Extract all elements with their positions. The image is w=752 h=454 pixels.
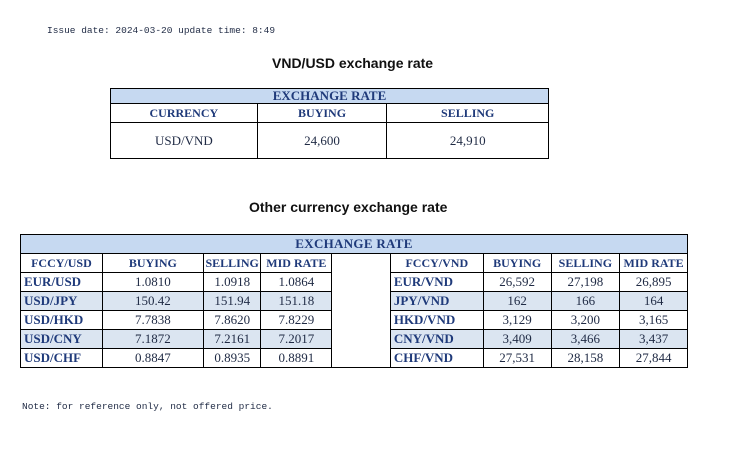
usd-pair-cell: USD/CHF xyxy=(20,348,103,368)
table-band-title: EXCHANGE RATE xyxy=(110,88,549,104)
vnd-buying-cell: 26,592 xyxy=(483,272,552,292)
vnd-selling-cell: 3,200 xyxy=(551,310,621,330)
table-gap xyxy=(331,329,391,349)
vnd-usd-table: EXCHANGE RATE CURRENCY BUYING SELLING US… xyxy=(110,88,549,159)
currency-cell: USD/VND xyxy=(110,122,258,159)
buying-cell: 24,600 xyxy=(257,122,388,159)
column-header-fccy-vnd: FCCY/VND xyxy=(390,253,484,273)
usd-buying-cell: 7.1872 xyxy=(102,329,204,349)
other-currency-table: EXCHANGE RATE FCCY/USD BUYING SELLING MI… xyxy=(20,234,688,368)
column-header-selling: SELLING xyxy=(386,103,549,123)
vnd-selling-cell: 3,466 xyxy=(551,329,621,349)
reference-note: Note: for reference only, not offered pr… xyxy=(22,401,273,412)
table-gap xyxy=(331,310,391,330)
usd-pair-cell: USD/HKD xyxy=(20,310,103,330)
table-band-title: EXCHANGE RATE xyxy=(20,234,688,254)
table-gap xyxy=(331,291,391,311)
column-header-selling: SELLING xyxy=(551,253,621,273)
other-table-title: Other currency exchange rate xyxy=(249,199,448,215)
column-header-buying: BUYING xyxy=(102,253,204,273)
vnd-pair-cell: HKD/VND xyxy=(390,310,484,330)
usd-mid-rate-cell: 0.8891 xyxy=(260,348,333,368)
table-gap xyxy=(331,348,391,368)
issue-date-line: Issue date: 2024-03-20 update time: 8:49 xyxy=(47,25,276,36)
vnd-selling-cell: 166 xyxy=(551,291,621,311)
usd-selling-cell: 7.8620 xyxy=(203,310,262,330)
column-header-selling: SELLING xyxy=(203,253,262,273)
vnd-buying-cell: 3,409 xyxy=(483,329,552,349)
table-row: USD/CHF 0.8847 0.8935 0.8891 CHF/VND 27,531 28… xyxy=(20,348,688,368)
usd-selling-cell: 151.94 xyxy=(203,291,262,311)
vnd-mid-rate-cell: 26,895 xyxy=(619,272,688,292)
usd-mid-rate-cell: 151.18 xyxy=(260,291,333,311)
vnd-buying-cell: 27,531 xyxy=(483,348,552,368)
usd-pair-cell: USD/JPY xyxy=(20,291,103,311)
vnd-mid-rate-cell: 3,437 xyxy=(619,329,688,349)
table-row: EUR/USD 1.0810 1.0918 1.0864 EUR/VND 26,592 27… xyxy=(20,272,688,292)
table-gap xyxy=(331,253,391,273)
usd-buying-cell: 0.8847 xyxy=(102,348,204,368)
usd-mid-rate-cell: 7.2017 xyxy=(260,329,333,349)
vnd-buying-cell: 162 xyxy=(483,291,552,311)
vnd-buying-cell: 3,129 xyxy=(483,310,552,330)
vnd-selling-cell: 27,198 xyxy=(551,272,621,292)
usd-buying-cell: 7.7838 xyxy=(102,310,204,330)
table-row: USD/CNY 7.1872 7.2161 7.2017 CNY/VND 3,409 3,4… xyxy=(20,329,688,349)
main-table-title: VND/USD exchange rate xyxy=(272,55,434,71)
column-header-buying: BUYING xyxy=(257,103,388,123)
usd-buying-cell: 150.42 xyxy=(102,291,204,311)
column-header-currency: CURRENCY xyxy=(110,103,258,123)
column-header-mid-rate: MID RATE xyxy=(619,253,688,273)
usd-selling-cell: 0.8935 xyxy=(203,348,262,368)
usd-pair-cell: USD/CNY xyxy=(20,329,103,349)
vnd-mid-rate-cell: 27,844 xyxy=(619,348,688,368)
usd-pair-cell: EUR/USD xyxy=(20,272,103,292)
usd-buying-cell: 1.0810 xyxy=(102,272,204,292)
table-row: USD/HKD 7.7838 7.8620 7.8229 HKD/VND 3,129 3,2… xyxy=(20,310,688,330)
vnd-pair-cell: CNY/VND xyxy=(390,329,484,349)
usd-selling-cell: 7.2161 xyxy=(203,329,262,349)
vnd-pair-cell: CHF/VND xyxy=(390,348,484,368)
vnd-selling-cell: 28,158 xyxy=(551,348,621,368)
table-row: USD/JPY 150.42 151.94 151.18 JPY/VND 162 166 16… xyxy=(20,291,688,311)
column-header-mid-rate: MID RATE xyxy=(260,253,333,273)
vnd-pair-cell: JPY/VND xyxy=(390,291,484,311)
usd-selling-cell: 1.0918 xyxy=(203,272,262,292)
usd-mid-rate-cell: 7.8229 xyxy=(260,310,333,330)
selling-cell: 24,910 xyxy=(449,132,486,148)
vnd-pair-cell: EUR/VND xyxy=(390,272,484,292)
table-gap xyxy=(331,272,391,292)
vnd-mid-rate-cell: 3,165 xyxy=(619,310,688,330)
column-header-buying: BUYING xyxy=(483,253,552,273)
vnd-mid-rate-cell: 164 xyxy=(619,291,688,311)
usd-mid-rate-cell: 1.0864 xyxy=(260,272,333,292)
column-header-fccy-usd: FCCY/USD xyxy=(20,253,103,273)
